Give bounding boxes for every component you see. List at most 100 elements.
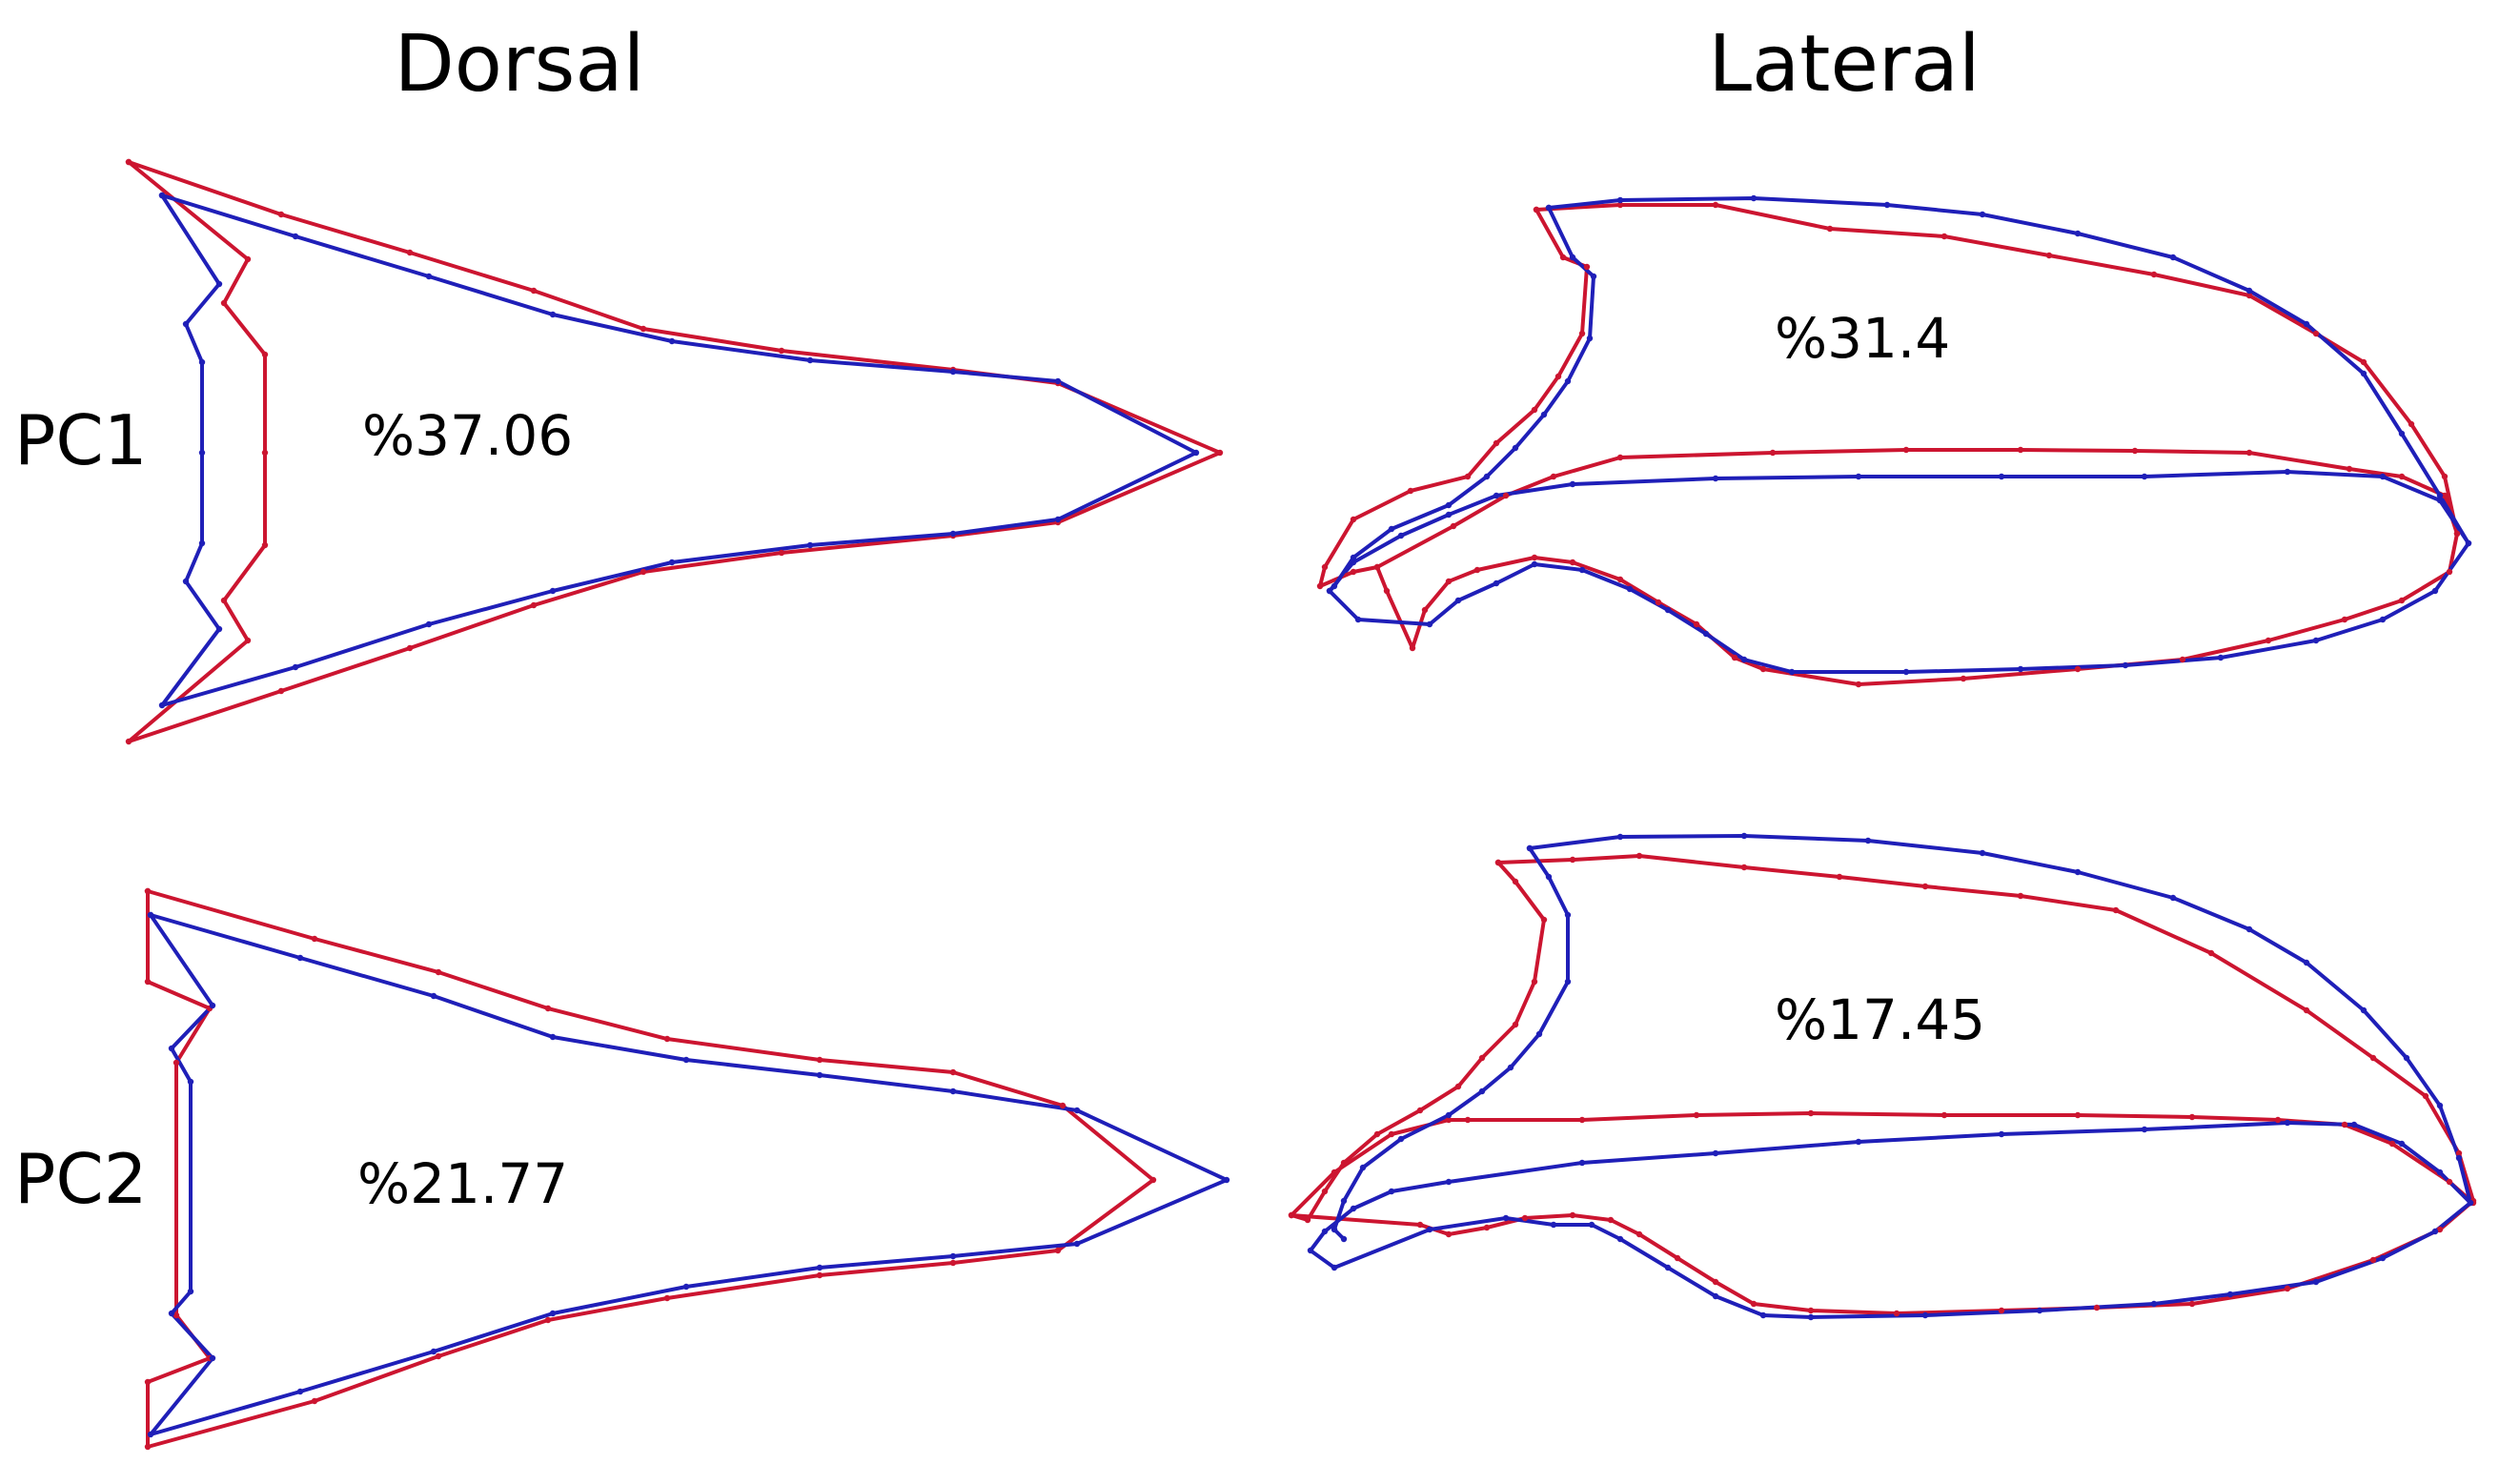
landmark-point <box>1359 1164 1367 1171</box>
landmark-point <box>2398 1140 2406 1148</box>
landmark-point <box>435 968 442 976</box>
landmark-point <box>1578 1159 1586 1167</box>
landmark-point <box>2403 1054 2410 1062</box>
landmark-point <box>198 358 206 366</box>
landmark-point <box>1616 196 1624 204</box>
pc1-lateral-blue-outline <box>1328 196 2470 674</box>
landmark-point <box>1807 1307 1815 1314</box>
landmark-point <box>2431 587 2439 595</box>
landmark-point <box>1054 377 1062 385</box>
landmark-point <box>1409 644 1416 652</box>
landmark-point <box>1321 1228 1329 1235</box>
landmark-point <box>2369 1256 2377 1264</box>
landmark-point <box>2436 1169 2444 1176</box>
landmark-point <box>2436 492 2444 499</box>
landmark-point <box>1397 532 1405 539</box>
landmark-point <box>1445 1116 1453 1124</box>
landmark-point <box>2388 1140 2396 1148</box>
landmark-point <box>1307 1247 1314 1254</box>
landmark-point <box>1655 599 1662 606</box>
landmark-point <box>1388 1130 1395 1138</box>
landmark-point <box>296 954 304 962</box>
landmark-point <box>2467 1199 2474 1207</box>
landmark-point <box>806 356 814 364</box>
landmark-point <box>1350 516 1357 523</box>
landmark-point <box>1664 1264 1672 1271</box>
landmark-point <box>2245 449 2253 457</box>
landmark-point <box>430 992 437 1000</box>
landmark-point <box>2303 1006 2310 1014</box>
landmark-point <box>261 351 269 358</box>
landmark-point <box>1636 852 1643 860</box>
landmark-point <box>2312 330 2320 337</box>
landmark-point <box>2446 1178 2453 1186</box>
landmark-point <box>1545 873 1553 881</box>
landmark-point <box>1304 1216 1311 1224</box>
landmark-point <box>1450 522 1457 530</box>
landmark-point <box>816 1071 823 1079</box>
landmark-point <box>1502 492 1510 499</box>
landmark-point <box>1340 1235 1348 1243</box>
landmark-point <box>1493 439 1500 447</box>
landmark-point <box>2284 468 2291 476</box>
landmark-point <box>209 1002 216 1009</box>
landmark-point <box>1445 511 1453 518</box>
landmark-point <box>1712 1149 1719 1157</box>
landmark-point <box>1616 576 1624 583</box>
landmark-point <box>2245 292 2253 299</box>
column-title-lateral: Lateral <box>1708 19 1980 110</box>
landmark-point <box>2245 925 2253 933</box>
pc2-lateral-red-hook <box>1290 861 1546 1222</box>
landmark-point <box>2188 1113 2196 1121</box>
landmark-point <box>2217 654 2225 661</box>
landmark-point <box>1550 1221 1557 1229</box>
landmark-point <box>147 1431 154 1438</box>
landmark-point <box>2398 430 2406 437</box>
landmark-point <box>425 273 433 280</box>
landmark-point <box>1316 582 1324 590</box>
landmark-point <box>544 1005 552 1012</box>
pc2-lateral-panel: %17.45 <box>1288 832 2477 1321</box>
landmark-point <box>1836 873 1843 881</box>
landmark-point <box>949 368 957 376</box>
landmark-point <box>2360 1006 2367 1014</box>
landmark-point <box>1373 1130 1381 1138</box>
landmark-point <box>1331 1226 1338 1233</box>
pc1-dorsal-percentage: %37.06 <box>362 403 573 468</box>
landmark-point <box>1445 1230 1453 1238</box>
landmark-point <box>182 578 190 585</box>
landmark-point <box>949 530 957 538</box>
landmark-point <box>949 1252 957 1260</box>
landmark-point <box>1483 473 1491 480</box>
landmark-point <box>1712 475 1719 482</box>
landmark-point <box>2312 1278 2320 1286</box>
landmark-point <box>244 255 252 263</box>
landmark-point <box>2093 1304 2101 1311</box>
landmark-point <box>2398 597 2406 604</box>
landmark-point <box>1921 883 1929 890</box>
landmark-point <box>2017 665 2024 673</box>
landmark-point <box>1533 206 1540 213</box>
landmark-point <box>1712 1278 1719 1286</box>
landmark-point <box>1521 1214 1529 1222</box>
landmark-point <box>1740 832 1748 840</box>
landmark-point <box>1535 1030 1543 1038</box>
landmark-point <box>1149 1176 1157 1184</box>
landmark-point <box>1540 916 1548 924</box>
landmark-point <box>2169 254 2177 261</box>
landmark-point <box>806 541 814 549</box>
landmark-point <box>1564 377 1572 385</box>
landmark-point <box>2312 637 2320 644</box>
landmark-point <box>1883 201 1891 209</box>
landmark-point <box>2074 230 2082 237</box>
landmark-point <box>1616 201 1624 209</box>
landmark-point <box>144 1443 152 1451</box>
landmark-point <box>2360 370 2367 377</box>
landmark-point <box>144 978 152 986</box>
landmark-point <box>125 158 132 166</box>
landmark-point <box>2379 1254 2387 1262</box>
landmark-point <box>1531 978 1538 986</box>
landmark-point <box>2122 661 2129 669</box>
landmark-point <box>292 663 299 671</box>
landmark-point <box>1354 616 1362 623</box>
